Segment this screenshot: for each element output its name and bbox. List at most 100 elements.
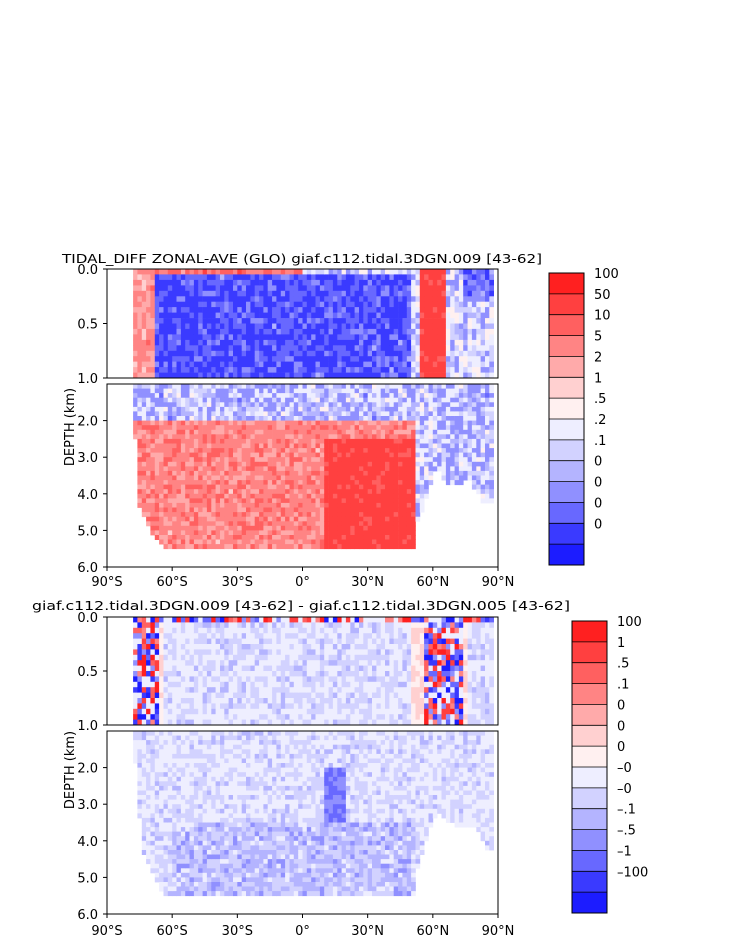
heatmap-cell <box>345 544 351 550</box>
heatmap-cell <box>376 521 382 527</box>
heatmap-cell <box>272 411 277 417</box>
heatmap-cell <box>233 484 238 490</box>
heatmap-cell <box>211 350 216 357</box>
heatmap-cell <box>237 516 242 522</box>
heatmap-cell <box>350 274 355 281</box>
heatmap-cell <box>159 660 164 666</box>
heatmap-cell <box>163 502 169 508</box>
heatmap-cell <box>359 323 364 330</box>
heatmap-cell <box>311 361 316 368</box>
heatmap-cell <box>215 461 221 467</box>
colorbar-label: 0 <box>594 455 602 470</box>
heatmap-cell <box>406 420 412 426</box>
heatmap-cell <box>211 461 216 467</box>
heatmap-cell <box>254 388 260 394</box>
heatmap-cell <box>332 443 338 449</box>
heatmap-cell <box>367 388 373 394</box>
heatmap-cell <box>241 687 247 693</box>
heatmap-cell <box>471 312 477 319</box>
heatmap-cell <box>233 493 238 499</box>
heatmap-cell <box>150 345 156 352</box>
heatmap-cell <box>193 676 199 683</box>
heatmap-cell <box>489 406 494 412</box>
heatmap-cell <box>246 703 251 710</box>
heatmap-cell <box>332 530 338 536</box>
heatmap-cell <box>202 507 208 513</box>
heatmap-cell <box>385 521 390 527</box>
heatmap-cell <box>324 279 329 286</box>
heatmap-cell <box>476 328 481 335</box>
heatmap-cell <box>198 434 203 440</box>
heatmap-cell <box>167 443 173 449</box>
heatmap-cell <box>385 466 390 472</box>
heatmap-cell <box>133 367 138 373</box>
heatmap-cell <box>471 484 477 490</box>
heatmap-cell <box>341 397 347 403</box>
heatmap-cell <box>406 402 412 408</box>
heatmap-cell <box>215 274 221 281</box>
heatmap-cell <box>445 345 451 352</box>
heatmap-cell <box>185 406 190 412</box>
heatmap-cell <box>163 307 169 313</box>
heatmap-cell <box>167 654 173 661</box>
heatmap-cell <box>454 397 460 403</box>
heatmap-cell <box>241 393 247 399</box>
heatmap-cell <box>250 323 256 330</box>
heatmap-cell <box>259 339 264 346</box>
heatmap-cell <box>359 290 364 297</box>
heatmap-cell <box>302 397 308 403</box>
heatmap-cell <box>302 301 308 308</box>
heatmap-cell <box>367 434 373 440</box>
heatmap-cell <box>246 285 251 292</box>
heatmap-cell <box>276 318 282 324</box>
heatmap-cell <box>267 475 273 481</box>
heatmap-cell <box>259 502 264 508</box>
heatmap-cell <box>263 356 269 362</box>
heatmap-cell <box>189 318 195 324</box>
colorbar-swatch <box>549 481 584 503</box>
heatmap-cell <box>315 425 321 431</box>
heatmap-cell <box>167 372 173 379</box>
heatmap-cell <box>402 406 408 412</box>
heatmap-cell <box>306 274 312 281</box>
heatmap-cell <box>167 687 173 693</box>
heatmap-cell <box>215 290 221 297</box>
heatmap-cell <box>220 544 225 550</box>
heatmap-cell <box>380 361 386 368</box>
heatmap-cell <box>167 660 173 666</box>
y-tick-label: 5.0 <box>77 524 98 539</box>
heatmap-cell <box>133 681 138 688</box>
heatmap-cell <box>289 402 295 408</box>
heatmap-cell <box>246 290 251 297</box>
heatmap-cell <box>141 296 147 303</box>
heatmap-cell <box>367 356 373 362</box>
heatmap-cell <box>280 530 286 536</box>
heatmap-cell <box>454 393 460 399</box>
heatmap-cell <box>345 475 351 481</box>
heatmap-cell <box>263 484 269 490</box>
heatmap-cell <box>432 452 438 458</box>
heatmap-cell <box>471 461 477 467</box>
colorbar-label: 0 <box>594 476 602 491</box>
heatmap-cell <box>237 644 242 650</box>
heatmap-cell <box>450 323 455 330</box>
heatmap-cell <box>206 425 212 431</box>
heatmap-cell <box>298 406 303 412</box>
heatmap-cell <box>424 285 429 292</box>
heatmap-cell <box>411 301 416 308</box>
heatmap-cell <box>485 318 490 324</box>
y-tick-label: 1.0 <box>77 372 98 387</box>
heatmap-cell <box>319 367 325 373</box>
heatmap-cell <box>215 703 221 710</box>
heatmap-cell <box>220 438 225 444</box>
heatmap-cell <box>206 372 212 379</box>
heatmap-cell <box>263 480 269 486</box>
heatmap-cell <box>293 475 299 481</box>
heatmap-cell <box>250 279 256 286</box>
heatmap-cell <box>146 323 151 330</box>
heatmap-cell <box>176 649 182 656</box>
heatmap-cell <box>224 457 229 463</box>
heatmap-cell <box>285 397 290 403</box>
heatmap-cell <box>267 470 273 476</box>
